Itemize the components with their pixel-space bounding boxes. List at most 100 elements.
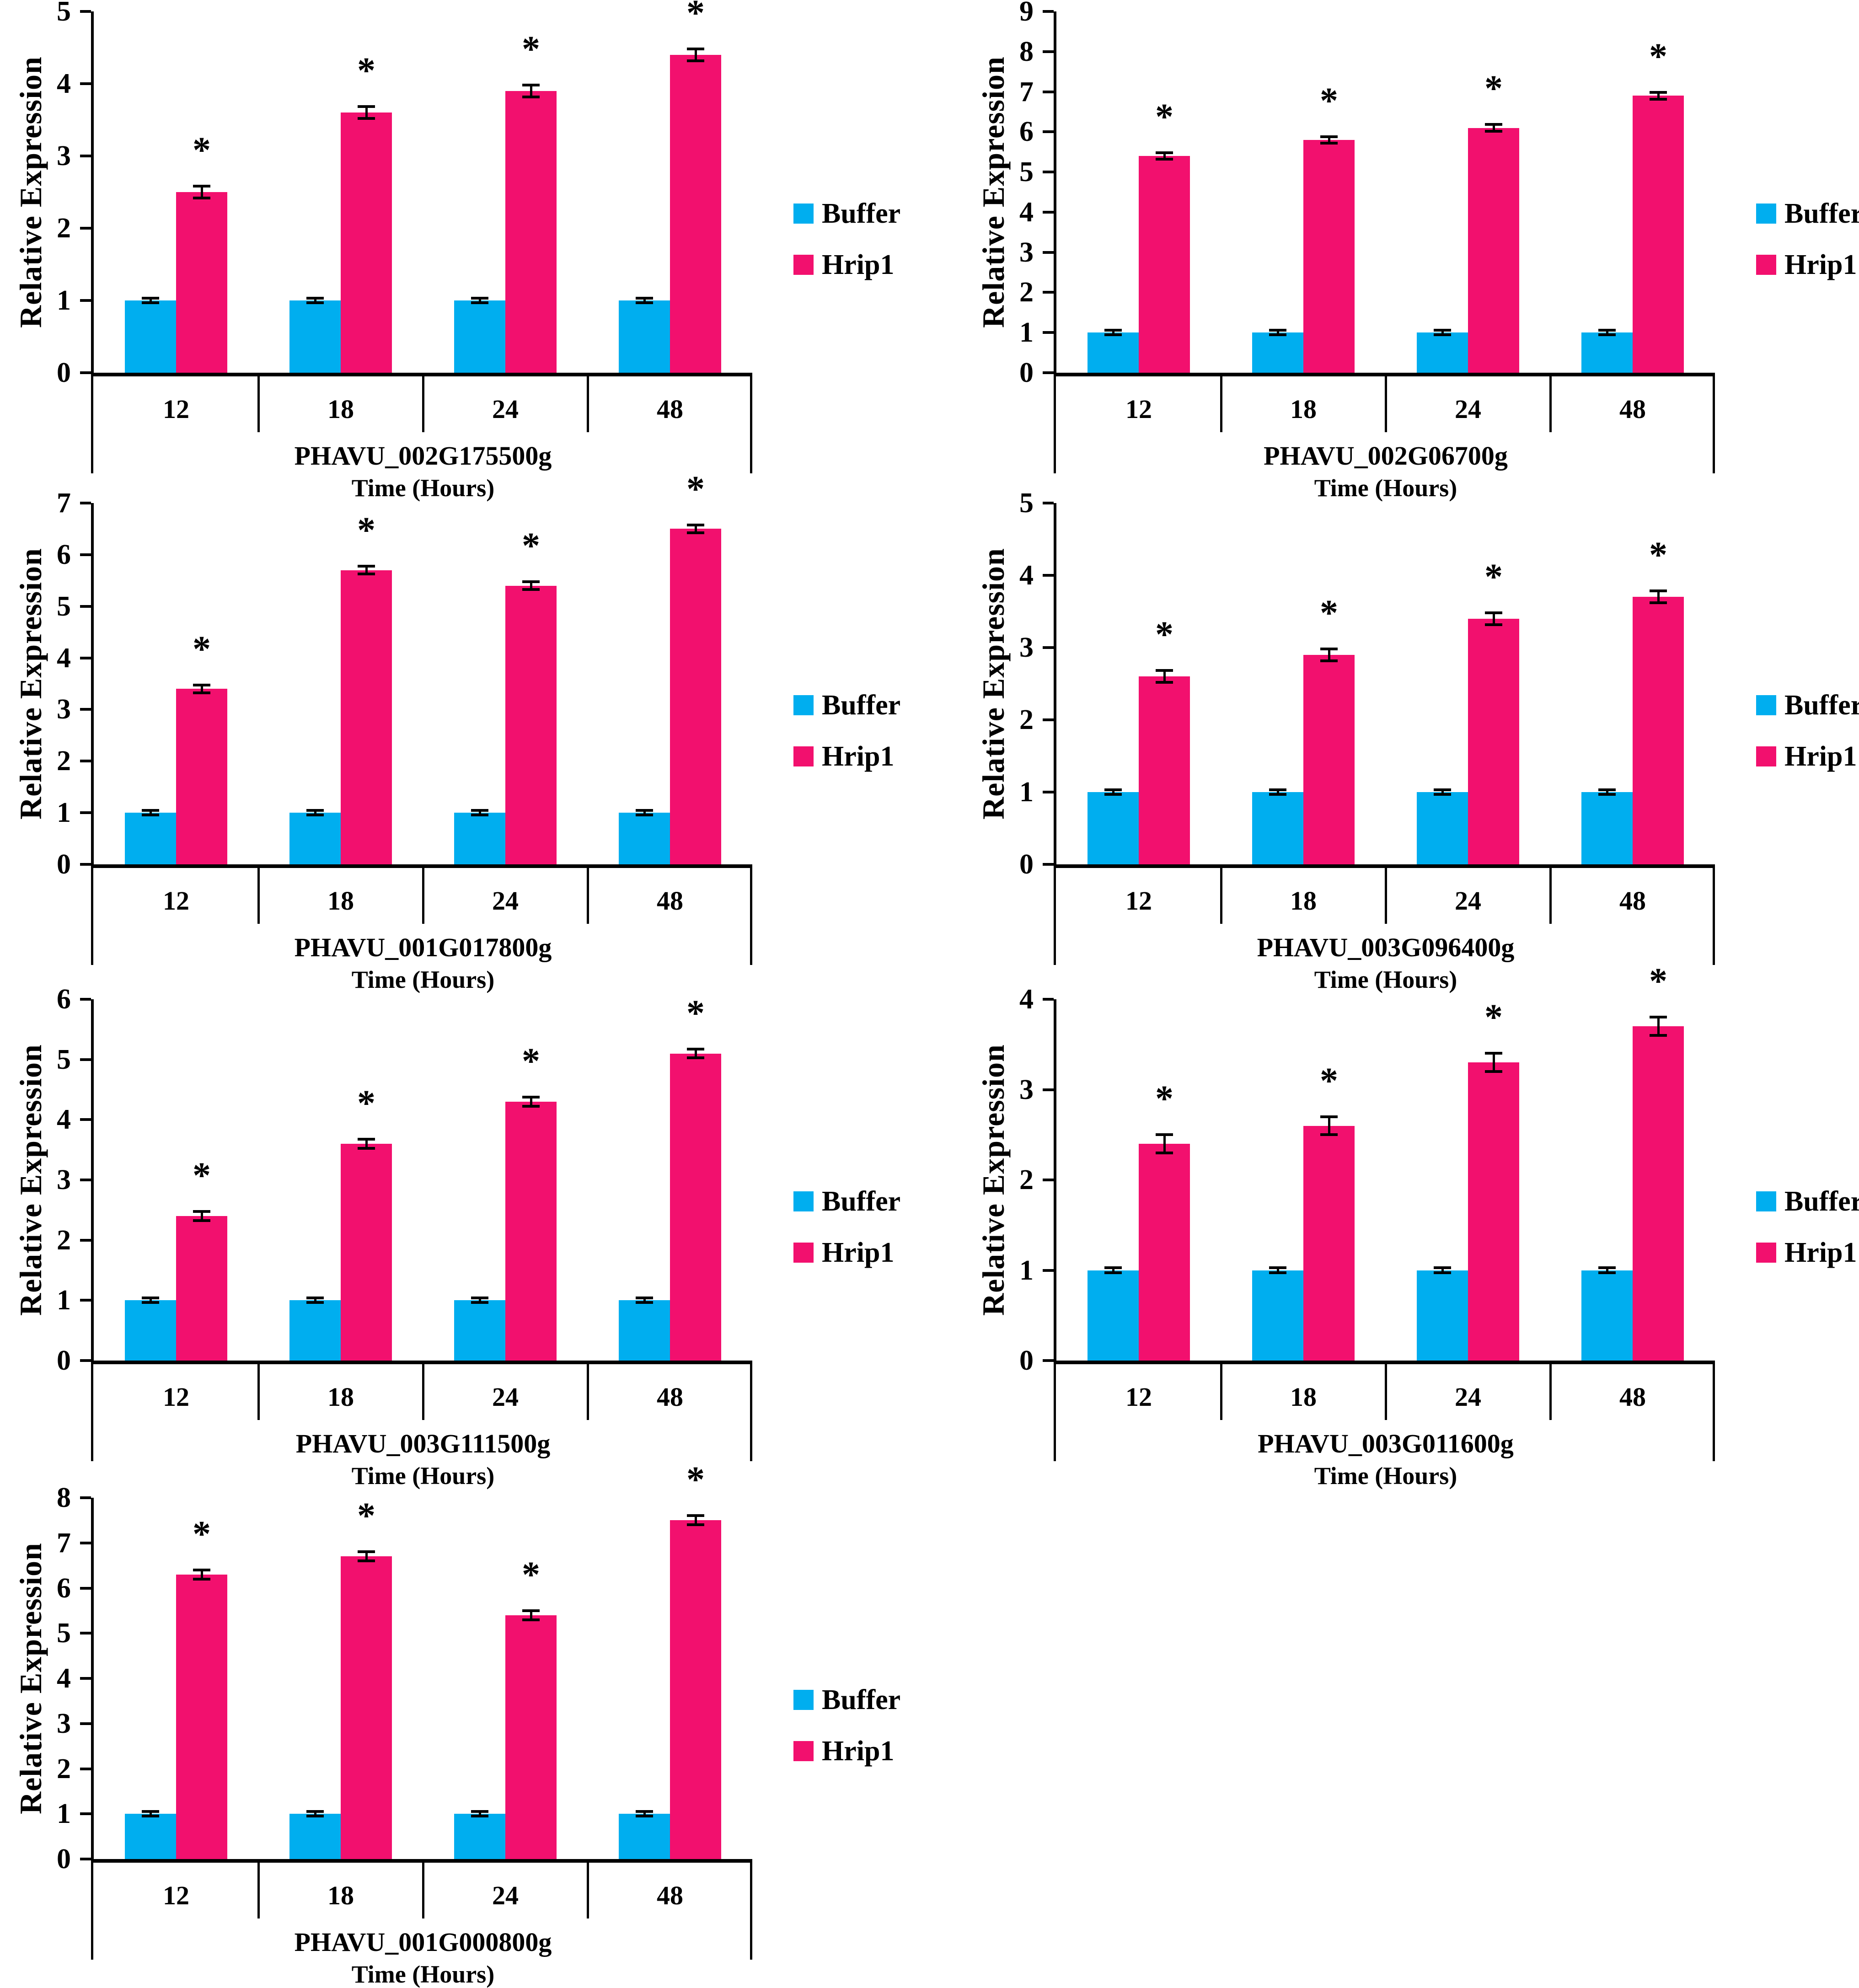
- category-label: 18: [327, 1881, 354, 1910]
- significance-asterisk: *: [1649, 37, 1667, 77]
- error-bar: [1492, 1054, 1495, 1071]
- error-bar: [478, 811, 481, 814]
- error-bar-cap: [636, 1297, 653, 1300]
- y-tick-label: 1: [57, 1285, 71, 1316]
- significance-asterisk: *: [357, 51, 375, 91]
- error-bar-cap: [142, 809, 159, 812]
- error-bar-cap: [306, 301, 324, 305]
- error-bar-cap: [306, 814, 324, 817]
- buffer-bar: [454, 1814, 505, 1859]
- error-bar-cap: [306, 296, 324, 300]
- y-tick-label: 3: [1019, 1074, 1034, 1105]
- error-bar: [314, 1812, 316, 1816]
- chart: Relative Expression 0 1 2 3 4 5 6 7 * * * * 12 18 24 48 P…: [0, 471, 928, 993]
- hrip1-bar: [1468, 1062, 1519, 1361]
- hrip1-bar: [176, 1216, 227, 1361]
- error-bar-cap: [1485, 123, 1502, 126]
- y-tick-label: 5: [57, 590, 71, 622]
- error-bar: [1163, 153, 1166, 159]
- error-bar-cap: [636, 301, 653, 305]
- significance-asterisk: *: [1320, 1061, 1338, 1101]
- y-tick-label: 4: [57, 1104, 71, 1136]
- error-bar-cap: [1104, 793, 1122, 796]
- time-axis-label: Time (Hours): [351, 474, 495, 502]
- category-cell-divider: [1549, 868, 1552, 924]
- error-bar-cap: [142, 1815, 159, 1818]
- y-axis-title: Relative Expression: [976, 548, 1011, 820]
- error-bar: [1112, 790, 1114, 794]
- y-tick-mark: [80, 1541, 91, 1544]
- legend-label: Buffer: [822, 1684, 901, 1715]
- error-bar: [365, 567, 368, 573]
- buffer-bar: [125, 1300, 176, 1361]
- hrip1-bar: [1468, 128, 1519, 373]
- category-label: 12: [1125, 394, 1152, 424]
- category-box-left-border: [1054, 1364, 1056, 1461]
- y-axis-line: [91, 1498, 94, 1863]
- y-tick-mark: [1043, 331, 1054, 334]
- category-cell-divider: [257, 1863, 260, 1918]
- category-box-left-border: [91, 1364, 93, 1461]
- error-bar-cap: [193, 197, 210, 200]
- y-tick-label: 4: [57, 1663, 71, 1694]
- y-tick-label: 3: [57, 140, 71, 171]
- error-bar: [1492, 125, 1495, 130]
- y-tick-label: 2: [57, 745, 71, 777]
- chart: Relative Expression 0 1 2 3 4 5 6 7 8 9 * * * * 12 18 24 4…: [963, 0, 1859, 502]
- legend-label: Hrip1: [822, 1237, 895, 1268]
- hrip1-bar: [1139, 156, 1190, 373]
- legend-label: Buffer: [822, 690, 901, 721]
- category-cell-divider: [1549, 1364, 1552, 1420]
- y-tick-label: 6: [1019, 116, 1034, 148]
- category-label: 12: [163, 886, 189, 916]
- y-tick-mark: [80, 502, 91, 504]
- legend-label: Buffer: [822, 198, 901, 229]
- y-tick-label: 2: [1019, 704, 1034, 735]
- category-label: 24: [1455, 1382, 1481, 1412]
- significance-asterisk: *: [522, 525, 540, 566]
- category-label: 24: [1455, 886, 1481, 916]
- error-bar-cap: [522, 1609, 540, 1612]
- y-tick-label: 3: [57, 1164, 71, 1195]
- gene-name-label: PHAVU_003G011600g: [1258, 1429, 1514, 1458]
- error-bar: [1112, 1268, 1114, 1272]
- error-bar-cap: [522, 580, 540, 583]
- y-tick-mark: [1043, 210, 1054, 214]
- category-label: 24: [492, 394, 519, 424]
- category-label: 18: [327, 394, 354, 424]
- y-tick-mark: [80, 1359, 91, 1362]
- buffer-bar: [454, 1300, 505, 1361]
- category-cell-divider: [422, 868, 424, 924]
- x-axis-line: [91, 1859, 752, 1863]
- error-bar-cap: [1269, 793, 1286, 796]
- y-tick-label: 7: [57, 488, 71, 519]
- y-tick-mark: [80, 155, 91, 157]
- error-bar-cap: [1650, 91, 1667, 94]
- significance-asterisk: *: [1484, 997, 1503, 1038]
- error-bar: [1606, 331, 1608, 334]
- error-bar-cap: [687, 1056, 704, 1060]
- legend-swatch-buffer: [793, 1690, 814, 1710]
- chart: Relative Expression 0 1 2 3 4 5 * * * * 12 18 24 48 PHA…: [0, 0, 928, 502]
- error-bar-cap: [142, 301, 159, 305]
- hrip1-bar: [670, 54, 721, 373]
- error-bar-cap: [1650, 1034, 1667, 1037]
- y-axis-line: [91, 503, 94, 868]
- significance-asterisk: *: [1155, 96, 1173, 137]
- error-bar-cap: [193, 184, 210, 188]
- hrip1-bar: [1303, 139, 1355, 373]
- error-bar-cap: [1156, 1151, 1173, 1154]
- error-bar-cap: [1104, 1271, 1122, 1275]
- y-tick-mark: [1043, 90, 1054, 93]
- error-bar: [643, 1299, 646, 1302]
- error-bar: [200, 1212, 203, 1220]
- category-cell-divider: [1385, 1364, 1387, 1420]
- legend-label: Buffer: [1784, 1186, 1859, 1217]
- error-bar-cap: [306, 1297, 324, 1300]
- error-bar: [530, 1098, 532, 1105]
- error-bar-cap: [1598, 333, 1616, 337]
- category-cell-divider: [1220, 1364, 1222, 1420]
- y-tick-mark: [80, 10, 91, 13]
- significance-asterisk: *: [1649, 961, 1667, 1002]
- category-label: 48: [1619, 1382, 1646, 1412]
